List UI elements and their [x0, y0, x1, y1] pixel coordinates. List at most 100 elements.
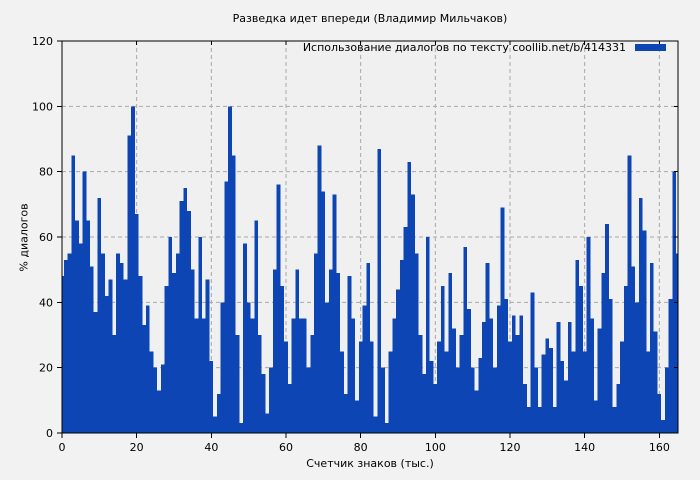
bar	[71, 155, 76, 434]
bar	[138, 276, 143, 433]
x-tick-label: 100	[425, 441, 446, 454]
bar	[209, 361, 214, 433]
bar	[594, 400, 598, 433]
bar	[123, 279, 128, 433]
x-tick-label: 140	[574, 441, 595, 454]
bar	[526, 406, 531, 433]
bar	[631, 266, 636, 433]
bar	[239, 423, 244, 433]
bar	[101, 253, 105, 433]
bar	[612, 406, 617, 433]
bar	[470, 367, 475, 433]
bar	[97, 197, 102, 433]
x-tick-label: 80	[354, 441, 368, 454]
bar	[534, 367, 538, 433]
bar	[325, 302, 329, 433]
bar	[302, 318, 307, 433]
bar	[388, 351, 393, 433]
bar	[235, 335, 240, 433]
bar	[623, 286, 628, 433]
bar	[172, 272, 176, 433]
bar	[287, 384, 292, 433]
bar	[190, 269, 195, 433]
bar	[198, 237, 202, 433]
bar	[340, 351, 344, 433]
bar	[448, 272, 453, 433]
bar	[549, 348, 553, 433]
bar	[455, 367, 460, 433]
bar	[556, 321, 561, 433]
bar	[601, 272, 606, 433]
bar	[62, 276, 64, 433]
x-tick-label: 20	[130, 441, 144, 454]
bar	[258, 335, 262, 433]
bar	[485, 263, 490, 433]
bar	[657, 393, 662, 433]
bar	[422, 374, 426, 433]
bar	[317, 145, 322, 434]
bar	[444, 351, 449, 433]
bar	[179, 201, 184, 433]
bar	[440, 286, 445, 433]
bar	[351, 318, 356, 433]
bar	[676, 253, 678, 433]
bar	[336, 272, 341, 433]
y-tick-label: 40	[39, 296, 53, 309]
bar	[399, 259, 404, 433]
bar	[579, 286, 583, 433]
bar	[104, 295, 109, 433]
bar	[452, 328, 456, 433]
bar	[567, 321, 572, 433]
bar	[496, 305, 501, 433]
bar	[164, 286, 169, 433]
bar	[67, 253, 72, 433]
legend-swatch	[635, 44, 666, 51]
x-axis-title: Счетчик знаков (тыс.)	[306, 457, 434, 470]
bar	[295, 269, 300, 433]
bar	[131, 106, 135, 433]
bar	[519, 315, 524, 433]
bar	[168, 237, 173, 433]
bar	[616, 384, 621, 433]
bar	[552, 406, 557, 433]
bar	[246, 302, 251, 433]
y-tick-label: 80	[39, 166, 53, 179]
bar	[82, 171, 87, 433]
bar	[108, 279, 113, 433]
bar	[381, 367, 385, 433]
bar	[202, 318, 206, 433]
bar	[90, 266, 94, 433]
bar	[590, 318, 594, 433]
bar	[478, 357, 482, 433]
bar	[414, 253, 419, 433]
bar	[511, 315, 516, 433]
bar	[597, 328, 602, 433]
bar	[377, 148, 382, 434]
bar	[467, 308, 471, 433]
bar	[78, 243, 83, 433]
bar	[280, 286, 285, 433]
bar	[418, 335, 423, 433]
bar	[411, 194, 415, 433]
bar	[231, 155, 236, 434]
x-tick-label: 0	[59, 441, 66, 454]
bar	[119, 263, 124, 433]
bar	[664, 367, 669, 433]
bar	[299, 318, 303, 433]
y-tick-label: 120	[32, 35, 53, 48]
bar	[160, 364, 165, 433]
bar	[146, 305, 150, 433]
bar	[306, 367, 311, 433]
bar	[459, 335, 464, 433]
bar	[500, 207, 505, 433]
bar	[564, 380, 568, 433]
bar	[250, 318, 255, 433]
bar	[291, 318, 296, 433]
bar	[276, 184, 281, 433]
bar	[358, 341, 363, 433]
bar	[347, 276, 352, 433]
bar	[63, 259, 68, 433]
chart-title: Разведка идет впереди (Владимир Мильчако…	[232, 12, 508, 25]
bar	[396, 289, 400, 433]
